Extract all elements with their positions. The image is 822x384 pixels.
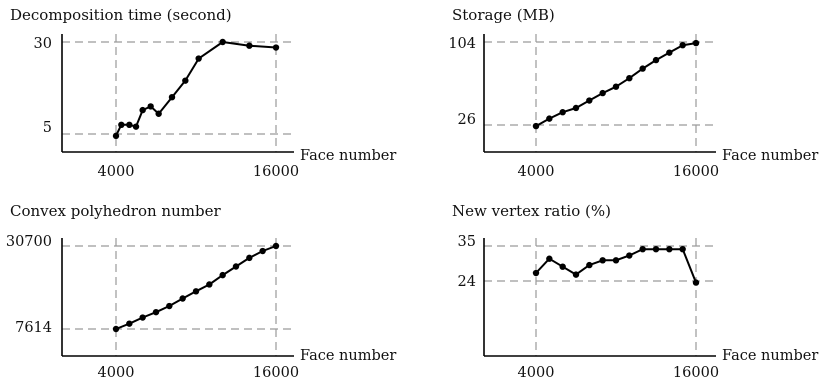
data-point: [246, 254, 253, 262]
chart-panel-convex-polyhedron: Convex polyhedron number Face number 307…: [6, 202, 396, 381]
data-point: [219, 38, 226, 46]
data-point: [272, 44, 280, 51]
data-point: [219, 271, 226, 279]
data-point: [139, 106, 146, 114]
x-tick-label: 16000: [253, 365, 299, 381]
data-point: [126, 121, 133, 128]
chart-title: Convex polyhedron number: [10, 202, 221, 220]
data-point: [692, 279, 700, 286]
data-point: [152, 308, 160, 316]
y-tick-label: 35: [458, 234, 476, 250]
data-point: [259, 247, 266, 255]
data-point: [272, 242, 280, 250]
data-point: [652, 56, 660, 64]
x-axis-label: Face number: [722, 348, 818, 364]
x-tick-label: 4000: [518, 164, 555, 180]
data-point: [112, 132, 120, 140]
chart-panel-new-vertex-ratio: New vertex ratio (%) Face number 35 24 4…: [452, 202, 818, 381]
x-axis-label: Face number: [300, 348, 396, 364]
x-tick-label: 4000: [98, 164, 135, 180]
data-point: [692, 39, 700, 47]
x-axis-label: Face number: [300, 148, 396, 164]
data-point: [246, 42, 253, 49]
data-point: [612, 83, 620, 90]
data-point: [626, 74, 633, 82]
data-point: [166, 302, 173, 310]
data-point: [132, 123, 140, 130]
data-point: [652, 245, 660, 253]
y-tick-label: 5: [43, 120, 52, 136]
y-tick-label: 24: [458, 274, 476, 290]
data-point: [639, 245, 646, 253]
data-point: [559, 263, 566, 270]
data-point: [572, 271, 580, 278]
data-point: [599, 89, 606, 97]
y-tick-label: 30700: [6, 234, 52, 250]
data-point: [586, 97, 593, 104]
data-point: [118, 121, 125, 128]
data-point: [168, 94, 176, 101]
x-tick-label: 16000: [673, 365, 719, 381]
data-point: [206, 281, 213, 288]
series-line: [115, 41, 277, 137]
data-point: [572, 104, 580, 112]
chart-panel-storage: Storage (MB) Face number 104 26 4000 160…: [448, 6, 818, 180]
data-point: [626, 252, 633, 259]
data-point: [192, 288, 200, 295]
data-point: [532, 122, 540, 130]
data-point: [679, 245, 686, 253]
data-point: [666, 245, 673, 253]
y-tick-label: 7614: [15, 320, 52, 336]
data-point: [612, 257, 620, 264]
data-point: [126, 320, 133, 327]
chart-title: Storage (MB): [452, 6, 555, 24]
x-axis-label: Face number: [722, 148, 818, 164]
data-point: [666, 49, 673, 56]
data-point: [639, 65, 646, 72]
data-point: [532, 269, 540, 277]
data-point: [559, 109, 566, 116]
y-tick-label: 30: [34, 36, 52, 52]
data-point: [195, 55, 202, 62]
data-point: [586, 261, 593, 269]
data-point: [139, 314, 146, 321]
data-point: [232, 263, 240, 270]
data-point: [112, 325, 120, 333]
y-tick-label: 104: [448, 36, 476, 52]
data-point: [155, 110, 162, 117]
data-point: [147, 103, 154, 110]
x-tick-label: 16000: [253, 164, 299, 180]
data-point: [599, 257, 606, 264]
data-point: [179, 295, 186, 302]
chart-title: Decomposition time (second): [10, 6, 232, 24]
chart-panel-decomposition-time: Decomposition time (second) Face number …: [10, 6, 396, 180]
data-point: [679, 41, 686, 49]
x-tick-label: 16000: [673, 164, 719, 180]
x-tick-label: 4000: [518, 365, 555, 381]
x-tick-label: 4000: [98, 365, 135, 381]
data-point: [182, 77, 189, 84]
data-point: [546, 115, 553, 122]
data-point: [546, 255, 553, 262]
y-tick-label: 26: [458, 112, 476, 128]
chart-title: New vertex ratio (%): [452, 202, 611, 220]
